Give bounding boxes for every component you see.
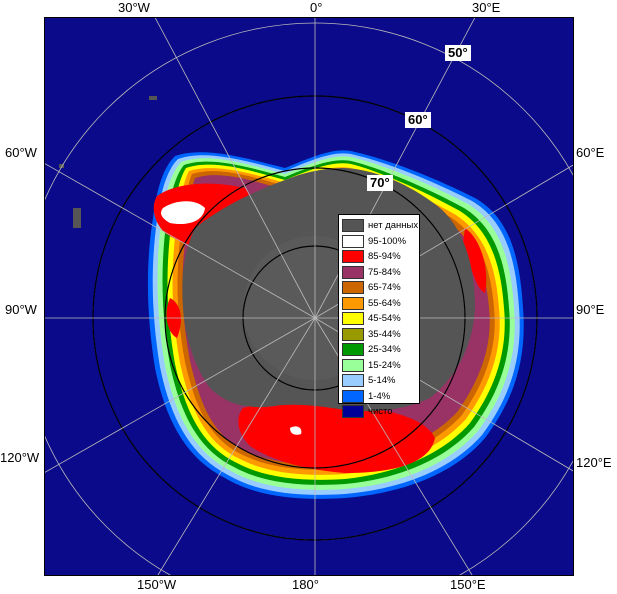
lon-label-120w: 120°W	[0, 450, 40, 465]
legend-label: 15-24%	[368, 359, 401, 371]
legend-swatch	[342, 250, 364, 264]
legend-swatch	[342, 389, 364, 403]
legend-label: чисто	[368, 406, 393, 418]
lon-label-0: 0°	[310, 0, 323, 15]
legend-label: 1-4%	[368, 390, 391, 402]
legend-swatch	[342, 327, 364, 341]
lon-label-150e: 150°E	[450, 577, 486, 592]
lon-label-60w: 60°W	[5, 145, 37, 160]
legend-item: 35-44%	[342, 327, 417, 343]
legend-swatch	[342, 265, 364, 279]
legend-label: 85-94%	[368, 251, 401, 263]
legend-label: 75-84%	[368, 266, 401, 278]
legend-label: 5-14%	[368, 375, 396, 387]
legend-label: 95-100%	[368, 235, 407, 247]
legend-item: 85-94%	[342, 249, 417, 265]
legend-item: 5-14%	[342, 373, 417, 389]
legend-swatch	[342, 281, 364, 295]
lon-label-90e: 90°E	[576, 302, 605, 317]
legend-label: 35-44%	[368, 328, 401, 340]
legend-item: 95-100%	[342, 234, 417, 250]
map-canvas	[45, 18, 573, 575]
legend-item: 55-64%	[342, 296, 417, 312]
lon-label-30e: 30°E	[472, 0, 501, 15]
lon-label-90w: 90°W	[5, 302, 37, 317]
legend-swatch	[342, 374, 364, 388]
legend-item: 75-84%	[342, 265, 417, 281]
legend-item: 1-4%	[342, 389, 417, 405]
legend-item: 15-24%	[342, 358, 417, 374]
sea-ice-concentration-map	[44, 17, 574, 576]
legend-item: 25-34%	[342, 342, 417, 358]
legend-label: нет данных	[368, 220, 419, 232]
legend-item: 65-74%	[342, 280, 417, 296]
legend-swatch	[342, 405, 364, 419]
legend-label: 45-54%	[368, 313, 401, 325]
lon-label-120e: 120°E	[576, 455, 612, 470]
legend-swatch	[342, 234, 364, 248]
lon-label-180: 180°	[292, 577, 319, 592]
legend-swatch	[342, 296, 364, 310]
legend-swatch	[342, 219, 364, 233]
legend-item: 45-54%	[342, 311, 417, 327]
legend-label: 65-74%	[368, 282, 401, 294]
legend-item: чисто	[342, 404, 417, 420]
lat-label-60: 60°	[405, 112, 431, 128]
lon-label-60e: 60°E	[576, 145, 605, 160]
legend-label: 55-64%	[368, 297, 401, 309]
legend-swatch	[342, 312, 364, 326]
legend-swatch	[342, 358, 364, 372]
lat-label-70: 70°	[367, 175, 393, 191]
lon-label-150w: 150°W	[137, 577, 177, 592]
concentration-legend: нет данных 95-100% 85-94% 75-84% 65-74% 55-64…	[338, 214, 420, 419]
no-data-specks	[59, 96, 157, 228]
legend-item: нет данных	[342, 218, 419, 234]
lon-label-30w: 30°W	[118, 0, 150, 15]
legend-label: 25-34%	[368, 344, 401, 356]
legend-swatch	[342, 343, 364, 357]
lat-label-50: 50°	[445, 45, 471, 61]
